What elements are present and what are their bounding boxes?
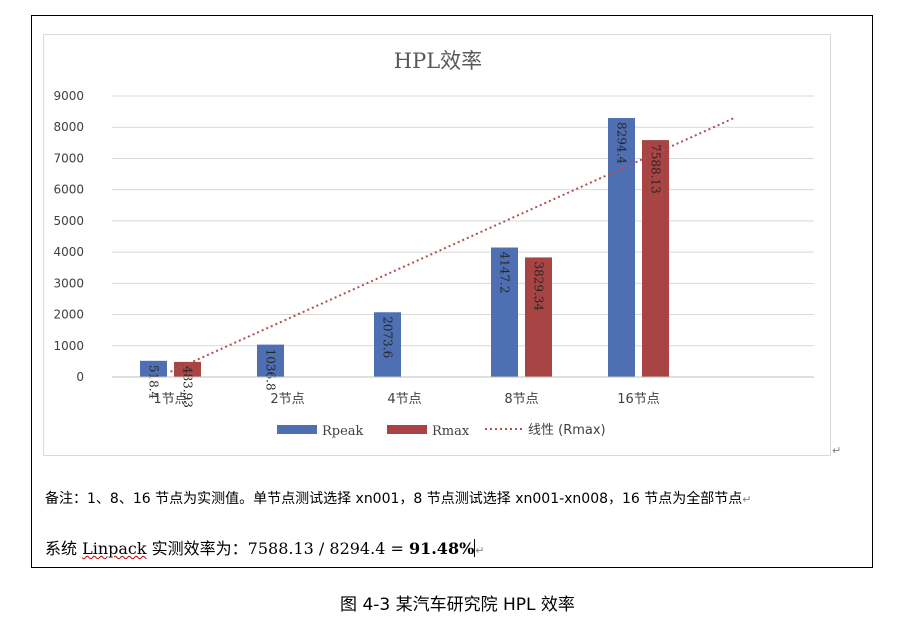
- trendline: [170, 116, 735, 373]
- chart-area: HPL效率 0 1000 2000 3000 4000 5000 6000 7000 8000 90…: [43, 34, 831, 456]
- text-cursor: [474, 539, 476, 557]
- y-tick-label: 9000: [53, 89, 84, 103]
- x-tick-label: 8节点: [504, 392, 538, 407]
- bar-rpeak: [608, 118, 635, 378]
- x-tick-label: 1节点: [153, 392, 187, 407]
- efficiency-calculation: 系统 Linpack 实测效率为：7588.13 / 8294.4 = 91.4…: [45, 535, 485, 559]
- y-tick-label: 6000: [53, 183, 84, 197]
- bar-rmax: [642, 140, 669, 377]
- legend-label: 线性 (Rmax): [528, 423, 606, 438]
- hpl-chart: HPL效率 0 1000 2000 3000 4000 5000 6000 7000 8000 90…: [53, 49, 814, 439]
- y-tick-label: 3000: [53, 276, 84, 290]
- y-tick-label: 1000: [53, 339, 84, 353]
- y-tick-label: 7000: [53, 151, 84, 165]
- paragraph-mark: ↵: [742, 493, 752, 506]
- x-tick-label: 2节点: [270, 392, 304, 407]
- bar-rpeak: [257, 344, 284, 377]
- data-label: 518.4: [147, 365, 161, 400]
- legend-swatch-rmax: [387, 425, 427, 434]
- calc-result: 91.48%: [408, 539, 475, 558]
- x-tick-label: 4节点: [387, 392, 421, 407]
- note-text: 备注：1、8、16 节点为实测值。单节点测试选择 xn001，8 节点测试选择 …: [45, 488, 752, 508]
- paragraph-mark: ↵: [475, 544, 485, 557]
- bar-rpeak: [140, 360, 167, 377]
- figure-caption: 图 4-3 某汽车研究院 HPL 效率: [340, 595, 575, 615]
- bar-rmax: [525, 257, 552, 377]
- figure-frame: [31, 15, 873, 568]
- y-tick-label: 8000: [53, 120, 84, 134]
- bar-rmax: [174, 361, 201, 377]
- data-label: 4147.2: [498, 252, 512, 294]
- legend-label: Rpeak: [322, 424, 364, 439]
- legend-swatch-rpeak: [277, 425, 317, 434]
- data-label: 7588.13: [649, 144, 663, 194]
- data-label: 483.93: [181, 366, 195, 408]
- y-tick-label: 2000: [53, 308, 84, 322]
- y-tick-label: 5000: [53, 214, 84, 228]
- calc-middle: 实测效率为：7588.13 / 8294.4 =: [146, 539, 409, 558]
- bar-rpeak: [491, 247, 518, 377]
- calc-prefix: 系统: [45, 539, 83, 558]
- bar-rpeak: [374, 312, 401, 377]
- y-tick-label: 0: [76, 370, 84, 384]
- chart-title: HPL效率: [394, 49, 482, 73]
- data-label: 1036.8: [264, 349, 278, 391]
- legend-label: Rmax: [432, 424, 470, 439]
- paragraph-mark: ↵: [832, 444, 842, 457]
- data-label: 2073.6: [381, 316, 395, 358]
- calc-brand: Linpack: [82, 539, 147, 558]
- y-tick-label: 4000: [53, 245, 84, 259]
- data-label: 8294.4: [615, 122, 629, 164]
- data-label: 3829.34: [532, 261, 546, 311]
- x-tick-label: 16节点: [617, 392, 660, 407]
- note-content: 备注：1、8、16 节点为实测值。单节点测试选择 xn001，8 节点测试选择 …: [45, 491, 743, 507]
